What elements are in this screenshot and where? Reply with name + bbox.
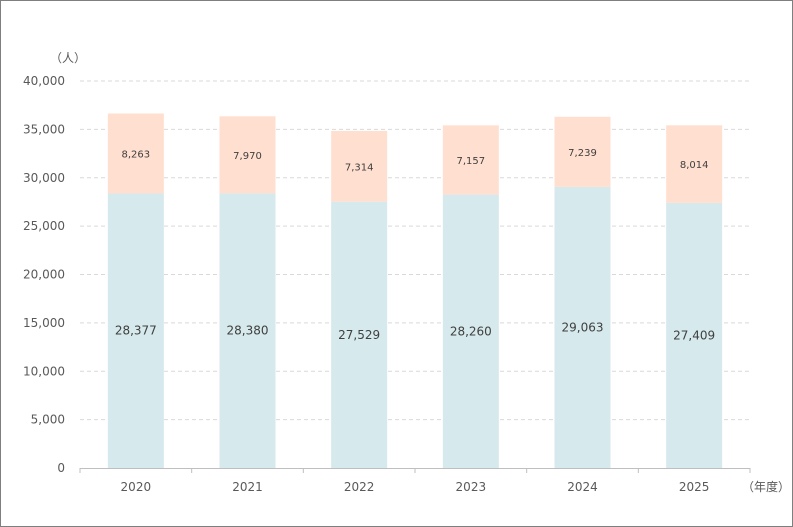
y-tick-label: 20,000 [23,268,65,282]
y-tick-label: 25,000 [23,219,65,233]
data-label: 7,314 [345,162,374,173]
y-tick-label: 35,000 [23,122,65,136]
bar-segment-bottom [107,193,164,469]
x-tick-label: 2022 [344,480,375,494]
data-label: 28,380 [227,324,269,338]
axes: 0 5,000 10,000 15,000 20,000 25,000 30,000 35,0… [23,74,751,494]
bar-segment-top [666,125,723,203]
y-tick-label: 40,000 [23,74,65,88]
x-tick-label: 2025 [679,480,710,494]
y-axis-unit: （人） [50,51,86,65]
data-label: 8,263 [122,149,151,160]
bar-segment-bottom [442,194,499,468]
bar-segment-top [219,116,276,194]
data-label: 27,529 [338,328,380,342]
x-tick-label: 2021 [232,480,263,494]
data-label: 7,239 [568,148,597,159]
bar-segment-top [331,130,388,202]
bar-segment-bottom [219,193,276,468]
data-label: 28,377 [115,324,157,338]
y-tick-label: 10,000 [23,364,65,378]
bar-segment-bottom [666,202,723,468]
data-label: 27,409 [673,328,715,342]
data-label: 8,014 [680,160,709,171]
y-tick-label: 5,000 [31,413,65,427]
bars [107,113,723,469]
y-tick-label: 15,000 [23,316,65,330]
x-tick-label: 2020 [121,480,152,494]
y-tick-label: 30,000 [23,171,65,185]
gridlines [80,80,750,421]
bar-segment-top [442,125,499,195]
data-label: 7,157 [457,156,486,167]
bar-segment-bottom [554,186,611,468]
data-labels: 28,377 8,263 28,380 7,970 27,529 7,314 28,260 7… [115,148,715,343]
x-axis-unit: （年度） [742,479,790,494]
x-tick-label: 2023 [456,480,487,494]
data-label: 7,970 [233,151,262,162]
x-tick-label: 2024 [567,480,598,494]
bar-segment-bottom [331,201,388,468]
bar-segment-top [554,116,611,187]
data-label: 29,063 [562,320,604,334]
data-label: 28,260 [450,324,492,338]
bar-segment-top [107,113,164,194]
y-tick-label: 0 [57,461,65,475]
